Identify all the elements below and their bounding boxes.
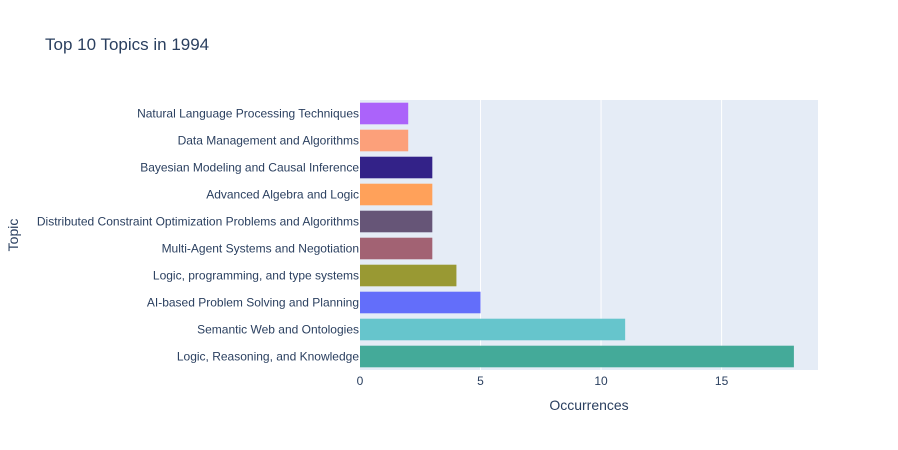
y-axis-title: Topic	[5, 219, 21, 252]
y-tick-labels: Logic, Reasoning, and Knowledge Semantic …	[37, 107, 359, 364]
bar-9	[360, 102, 409, 125]
y-tick-label: Logic, programming, and type systems	[153, 269, 359, 283]
bar-6	[360, 183, 433, 206]
y-tick-label: Semantic Web and Ontologies	[197, 323, 359, 337]
y-tick-label: Data Management and Algorithms	[178, 134, 359, 148]
y-tick-label: Distributed Constraint Optimization Prob…	[37, 215, 359, 229]
bar-2	[360, 291, 481, 314]
y-tick-label: Bayesian Modeling and Causal Inference	[140, 161, 359, 175]
bar-3	[360, 264, 457, 287]
bar-5	[360, 210, 433, 233]
y-tick-label: AI-based Problem Solving and Planning	[147, 296, 359, 310]
x-tick-label: 10	[594, 374, 608, 388]
y-tick-label: Logic, Reasoning, and Knowledge	[177, 350, 359, 364]
bar-4	[360, 237, 433, 260]
chart-title: Top 10 Topics in 1994	[45, 35, 209, 54]
x-axis-title: Occurrences	[549, 397, 628, 413]
bar-1	[360, 318, 626, 341]
bar-8	[360, 129, 409, 152]
y-tick-label: Advanced Algebra and Logic	[206, 188, 359, 202]
x-tick-label: 0	[357, 374, 364, 388]
bar-7	[360, 156, 433, 179]
bar-0	[360, 345, 794, 368]
y-tick-label: Multi-Agent Systems and Negotiation	[162, 242, 359, 256]
x-tick-label: 5	[477, 374, 484, 388]
bars	[360, 102, 794, 368]
x-tick-label: 15	[715, 374, 729, 388]
x-tick-labels: 0 5 10 15	[357, 374, 729, 388]
y-tick-label: Natural Language Processing Techniques	[137, 107, 359, 121]
